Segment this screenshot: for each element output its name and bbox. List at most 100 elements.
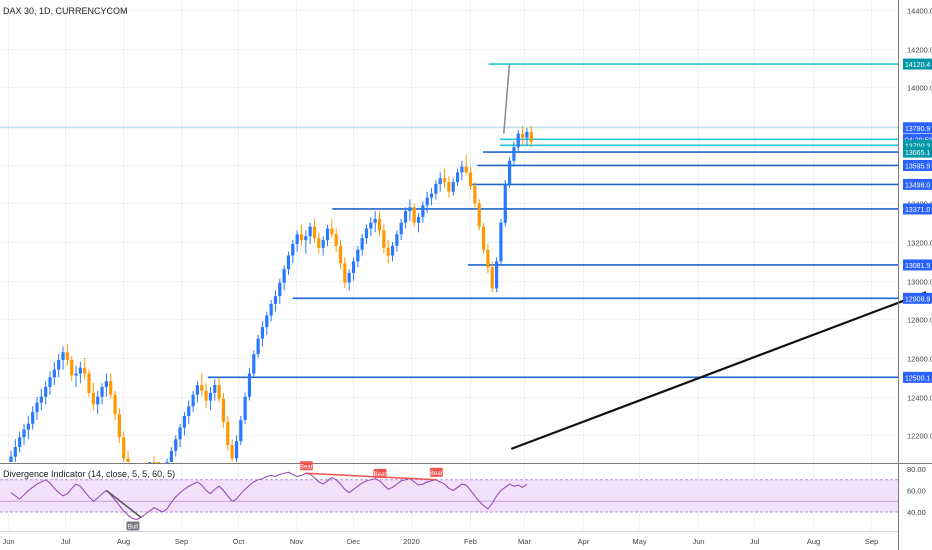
candle-body bbox=[416, 216, 421, 223]
candle-body bbox=[35, 402, 39, 413]
candle-body bbox=[204, 390, 208, 401]
candle-body bbox=[243, 396, 247, 420]
price-tag-label: 12908.9 bbox=[905, 296, 930, 303]
time-tick-label: May bbox=[632, 537, 646, 546]
candle-body bbox=[18, 437, 22, 447]
price-tag: 13498.0 bbox=[903, 178, 932, 190]
trendline[interactable] bbox=[510, 291, 927, 450]
price-tick-label: 13000.0 bbox=[907, 278, 932, 287]
price-tag: 13665.1 bbox=[903, 146, 932, 158]
candle-body bbox=[312, 226, 317, 239]
candle-body bbox=[57, 359, 61, 370]
candle-body bbox=[490, 267, 494, 289]
candle-body bbox=[477, 203, 481, 227]
candle-body bbox=[468, 172, 473, 186]
candle-body bbox=[364, 228, 369, 239]
price-tag-label: 12500.1 bbox=[905, 375, 930, 382]
price-tag-bg bbox=[903, 159, 932, 171]
candle-body bbox=[221, 398, 226, 422]
time-tick-label: Aug bbox=[117, 537, 130, 546]
rsi-tick-label: 40.00 bbox=[907, 508, 926, 517]
price-tick-label: 14400.0 bbox=[907, 7, 932, 16]
price-tag-bg bbox=[903, 133, 932, 145]
price-tag-bg bbox=[903, 203, 932, 215]
candle-body bbox=[486, 249, 490, 268]
candle-body bbox=[91, 392, 95, 405]
candle-body bbox=[499, 222, 503, 262]
price-tag-bg bbox=[903, 139, 932, 151]
signal-tag-label: Bull bbox=[128, 524, 138, 530]
candle-body bbox=[48, 377, 52, 388]
candle-body bbox=[308, 226, 312, 237]
candle-body bbox=[338, 245, 343, 264]
candle-body bbox=[325, 228, 330, 241]
bear-signal-tag: Bear bbox=[299, 461, 313, 471]
price-tick-label: 12400.0 bbox=[907, 394, 932, 403]
price-tick-label: 14200.0 bbox=[907, 46, 932, 55]
price-tag-bg bbox=[903, 178, 932, 190]
candle-body bbox=[213, 385, 217, 393]
divergence-line bbox=[105, 489, 142, 518]
price-tag: 14120.4 bbox=[903, 58, 932, 70]
price-tag: 13371.0 bbox=[903, 203, 932, 215]
candle-body bbox=[273, 296, 278, 304]
candle-body bbox=[412, 207, 416, 223]
candle-body bbox=[148, 462, 152, 463]
candle-body bbox=[126, 458, 130, 462]
price-tag-bg bbox=[903, 292, 932, 304]
candle-body bbox=[239, 419, 243, 442]
price-tag-bg bbox=[903, 259, 932, 271]
candle-body bbox=[356, 249, 360, 262]
candle-body bbox=[421, 205, 425, 217]
candle-body bbox=[74, 373, 78, 376]
candle-body bbox=[83, 367, 87, 374]
time-tick-label: 2020 bbox=[403, 537, 420, 546]
candle-body bbox=[269, 303, 273, 316]
candle-body bbox=[187, 406, 191, 417]
bull-signal-tag: Bull bbox=[126, 521, 140, 531]
candle-body bbox=[438, 178, 442, 185]
candle-body bbox=[31, 412, 35, 424]
candle-body bbox=[377, 218, 382, 231]
candle-body bbox=[169, 450, 174, 462]
candle-body bbox=[529, 131, 533, 142]
candle-body bbox=[247, 373, 252, 397]
candle-body bbox=[174, 439, 178, 451]
trendline[interactable] bbox=[503, 64, 511, 134]
candle-body bbox=[291, 243, 295, 256]
candle-body bbox=[70, 359, 74, 376]
candle-body bbox=[113, 394, 117, 415]
trendlines[interactable] bbox=[503, 64, 927, 450]
candle-body bbox=[503, 184, 507, 223]
signal-tag-label: Bear bbox=[374, 472, 387, 478]
price-tag: 13790.9 bbox=[903, 122, 932, 134]
price-tag-bg bbox=[903, 122, 932, 134]
candle-body bbox=[403, 211, 408, 223]
candle-body bbox=[39, 396, 43, 403]
time-tick-label: Sep bbox=[865, 537, 878, 546]
candle-body bbox=[252, 354, 256, 374]
price-tick-label: 12600.0 bbox=[907, 355, 932, 364]
candle-body bbox=[464, 166, 468, 173]
signal-tag-label: Bear bbox=[300, 464, 313, 470]
time-tick-label: Jun bbox=[2, 537, 14, 546]
time-tick-label: Oct bbox=[233, 537, 246, 546]
candle-body bbox=[117, 414, 121, 438]
horizontal-levels[interactable] bbox=[0, 63, 898, 379]
rsi-line bbox=[10, 471, 528, 521]
candle-body bbox=[13, 446, 17, 457]
price-tag-bg bbox=[903, 371, 932, 383]
time-axis[interactable]: Jun Jul Aug Sep Oct Nov Dec 2020 Feb Mar Apr May Jun… bbox=[2, 537, 878, 546]
time-tick-label: Jun bbox=[692, 537, 704, 546]
time-tick-label: Mar bbox=[518, 537, 531, 546]
candle-body bbox=[195, 385, 200, 395]
candle-body bbox=[520, 133, 525, 138]
candle-body bbox=[286, 255, 291, 270]
price-tick-label: 13200.0 bbox=[907, 239, 932, 248]
price-tag-label: 13665.1 bbox=[905, 150, 930, 157]
candle-body bbox=[22, 429, 26, 438]
time-tick-label: Jul bbox=[61, 537, 71, 546]
candle-body bbox=[226, 421, 230, 446]
candle-body bbox=[317, 238, 321, 248]
